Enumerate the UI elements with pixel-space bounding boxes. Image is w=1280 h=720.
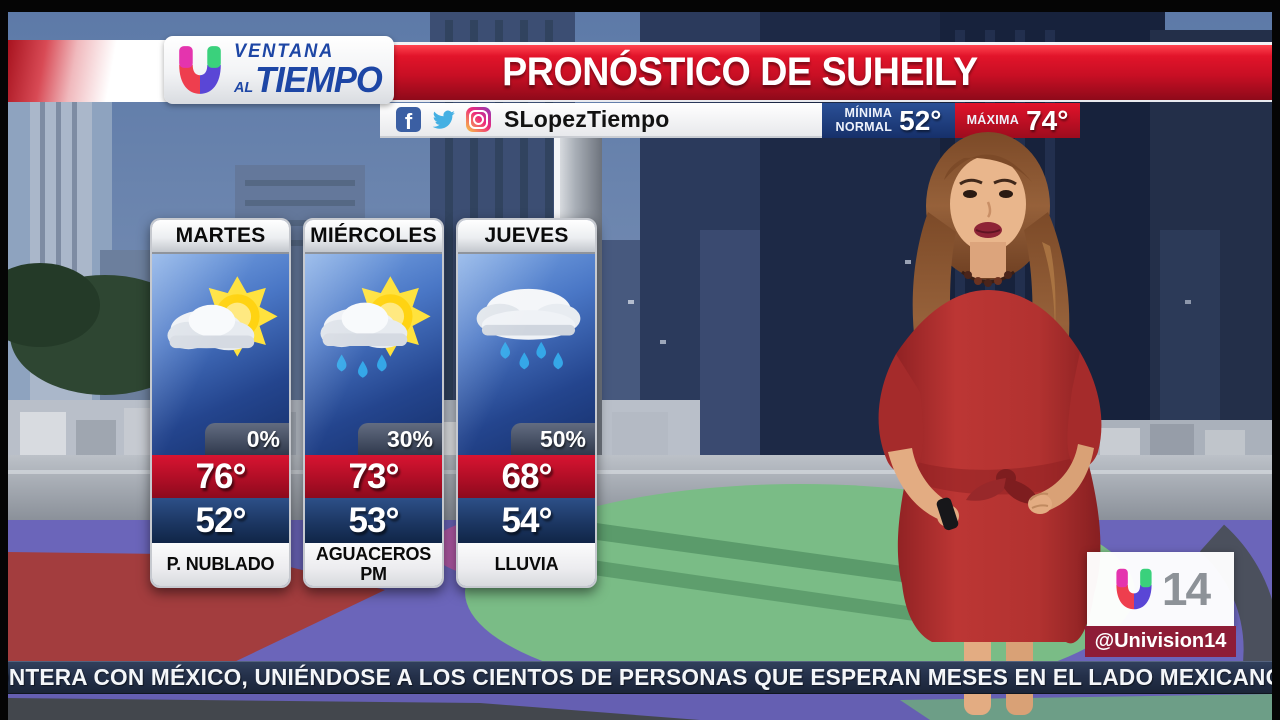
low-temp: 54° <box>501 501 553 540</box>
news-ticker: ONTERA CON MÉXICO, UNIÉNDOSE A LOS CIENT… <box>0 661 1280 694</box>
twitter-icon <box>432 110 455 129</box>
univision-14-bug: 14 <box>1087 552 1234 626</box>
condition-label: LLUVIA <box>458 543 595 586</box>
headline-title: PRONÓSTICO DE SUHEILY <box>502 50 978 94</box>
banner-swoosh <box>8 40 173 102</box>
maxima-label: MÁXIMA <box>966 112 1020 127</box>
day-label: MIÉRCOLES <box>305 220 442 254</box>
day-label: JUEVES <box>458 220 595 254</box>
letterbox-left <box>0 0 8 720</box>
forecast-panel-martes: MARTES 0% 76° 52° P. NUBLADO <box>150 218 291 588</box>
instagram-icon <box>466 107 491 132</box>
logo-word-al: AL <box>234 79 254 96</box>
presenter-arms <box>878 352 1102 531</box>
panel-sky: 30% <box>305 254 442 455</box>
logo-line-ventana: VENTANA <box>234 41 335 62</box>
presenter-neck-necklace <box>961 242 1015 287</box>
letterbox-top <box>0 0 1280 12</box>
minima-normal-box: MÍNIMA NORMAL 52° <box>822 103 955 138</box>
maxima-value: 74° <box>1026 104 1069 136</box>
condition-label: P. NUBLADO <box>152 543 289 586</box>
channel-number: 14 <box>1161 563 1211 615</box>
social-bar: f SLopezTiempo <box>380 103 822 138</box>
headline-banner: PRONÓSTICO DE SUHEILY <box>390 42 1280 102</box>
cloud-rain-icon <box>476 288 581 370</box>
maxima-box: MÁXIMA 74° <box>955 103 1080 138</box>
presenter-dress <box>893 290 1101 644</box>
ticker-text: ONTERA CON MÉXICO, UNIÉNDOSE A LOS CIENT… <box>0 664 1280 690</box>
sun-cloud-rain-icon <box>320 276 431 378</box>
minima-label: MÍNIMA NORMAL <box>835 106 893 134</box>
precip-chance: 30% <box>358 423 442 455</box>
condition-label: AGUACEROS PM <box>305 543 442 586</box>
univision-logo-icon <box>179 46 221 94</box>
forecast-panels: MARTES 0% 76° 52° P. NUBLADO MIÉRCOLES <box>150 218 597 588</box>
sun-behind-cloud-icon <box>167 276 278 357</box>
forecast-panel-jueves: JUEVES 50% 68° 54° LLUVIA <box>456 218 597 588</box>
forecast-panel-miercoles: MIÉRCOLES 30% 73° 53° AGUACEROS <box>303 218 444 588</box>
high-temp: 68° <box>501 457 553 496</box>
logo-text: VENTANA AL TIEMPO <box>234 41 383 100</box>
weather-presenter <box>878 132 1102 715</box>
low-temp: 52° <box>195 501 247 540</box>
panel-sky: 50% <box>458 254 595 455</box>
presenter-face <box>944 154 1032 252</box>
minima-value: 52° <box>899 104 942 136</box>
precip-chance: 50% <box>511 423 595 455</box>
ventana-al-tiempo-logo: VENTANA AL TIEMPO <box>164 36 394 104</box>
univision-logo-icon <box>1116 568 1152 610</box>
letterbox-right <box>1272 0 1280 720</box>
facebook-icon: f <box>396 107 421 132</box>
panel-sky: 0% <box>152 254 289 455</box>
high-temp: 73° <box>348 457 400 496</box>
low-temp: 53° <box>348 501 400 540</box>
station-handle: @Univision14 <box>1085 626 1236 657</box>
high-temp: 76° <box>195 457 247 496</box>
day-label: MARTES <box>152 220 289 254</box>
social-handle: SLopezTiempo <box>504 106 670 132</box>
logo-word-tiempo: TIEMPO <box>255 59 383 100</box>
precip-chance: 0% <box>205 423 289 455</box>
